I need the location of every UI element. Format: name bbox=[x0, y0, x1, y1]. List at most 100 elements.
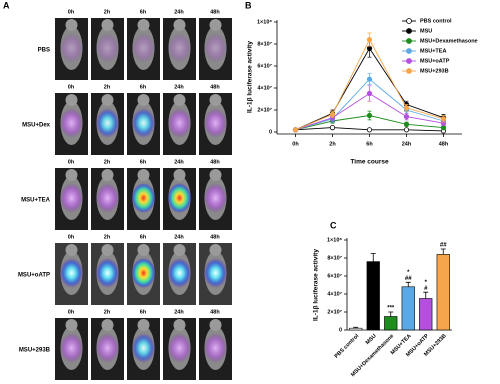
panel-label: B bbox=[245, 0, 252, 10]
significance: ## bbox=[440, 243, 447, 249]
time-label: 0h bbox=[68, 234, 75, 240]
mouse-head bbox=[209, 244, 222, 256]
point bbox=[403, 105, 410, 111]
x-axis-title: Time course bbox=[350, 159, 389, 166]
time-label: 6h bbox=[140, 9, 147, 15]
signal bbox=[131, 108, 156, 138]
time-label: 48h bbox=[210, 84, 220, 90]
signal bbox=[59, 258, 84, 288]
y-tick-label: 6×10⁷ bbox=[257, 63, 272, 69]
signal bbox=[203, 333, 228, 363]
y-tick-label: 6×10⁷ bbox=[327, 273, 342, 279]
time-label: 0h bbox=[68, 9, 75, 15]
y-tick-label: 8×10⁷ bbox=[327, 255, 342, 261]
point bbox=[366, 112, 373, 119]
y-axis-title: IL-1β luciferase activity bbox=[247, 41, 254, 113]
mouse-head bbox=[137, 94, 150, 106]
mouse-head bbox=[65, 19, 78, 31]
mouse-head bbox=[137, 244, 150, 256]
mouse-head bbox=[101, 94, 114, 106]
bar bbox=[419, 298, 433, 331]
legend-label: MSU+oATP bbox=[420, 58, 450, 64]
signal bbox=[95, 108, 120, 138]
time-label: 6h bbox=[140, 84, 147, 90]
time-label: 6h bbox=[140, 159, 147, 165]
signal bbox=[131, 333, 156, 363]
mouse-head bbox=[209, 319, 222, 331]
point bbox=[403, 114, 410, 120]
x-tick-label: 2h bbox=[329, 141, 336, 147]
significance: * bbox=[425, 280, 428, 286]
signal bbox=[167, 258, 192, 288]
signal bbox=[167, 183, 192, 213]
time-label: 24h bbox=[174, 84, 184, 90]
mouse-head bbox=[209, 169, 222, 181]
time-label: 2h bbox=[104, 9, 111, 15]
significance: *** bbox=[387, 306, 395, 312]
legend-marker bbox=[406, 28, 412, 34]
signal bbox=[59, 333, 84, 363]
point bbox=[292, 127, 299, 133]
error-bar bbox=[370, 253, 376, 262]
signal bbox=[203, 33, 228, 63]
time-label: 48h bbox=[210, 159, 220, 165]
time-label: 24h bbox=[174, 159, 184, 165]
mouse-head bbox=[101, 319, 114, 331]
row-label: MSU+TEA bbox=[21, 198, 51, 204]
point bbox=[366, 90, 373, 97]
legend-label: MSU+293B bbox=[420, 68, 449, 74]
legend-marker bbox=[406, 18, 412, 24]
time-label: 48h bbox=[210, 9, 220, 15]
row-label: PBS bbox=[38, 48, 50, 54]
legend-label: MSU+TEA bbox=[420, 48, 446, 54]
mouse-head bbox=[209, 19, 222, 31]
significance: * bbox=[407, 270, 410, 276]
x-tick-label: PBS control bbox=[334, 333, 361, 360]
panel-label: A bbox=[3, 0, 10, 10]
point bbox=[366, 127, 373, 133]
error-bar bbox=[423, 291, 429, 299]
y-tick-label: 4×10⁷ bbox=[327, 291, 342, 297]
error-bar bbox=[440, 248, 446, 255]
legend-marker bbox=[406, 58, 412, 64]
point bbox=[440, 125, 447, 131]
mouse-head bbox=[173, 94, 186, 106]
time-label: 48h bbox=[210, 234, 220, 240]
point bbox=[366, 76, 373, 82]
time-label: 2h bbox=[104, 159, 111, 165]
y-tick-label: 1×10⁸ bbox=[327, 237, 342, 243]
point bbox=[329, 111, 336, 118]
x-tick-label: 24h bbox=[402, 141, 412, 147]
signal bbox=[95, 333, 120, 363]
time-label: 6h bbox=[140, 234, 147, 240]
bar bbox=[349, 327, 363, 331]
signal bbox=[167, 333, 192, 363]
legend-marker bbox=[406, 48, 412, 54]
y-axis-title: IL-1β luciferase activity bbox=[313, 249, 320, 321]
bar bbox=[401, 286, 415, 331]
mouse-head bbox=[101, 169, 114, 181]
signal bbox=[203, 183, 228, 213]
x-tick-label: MSU bbox=[365, 333, 378, 346]
panel-label: C bbox=[330, 220, 337, 230]
y-tick-label: 4×10⁷ bbox=[257, 85, 272, 91]
mouse-head bbox=[65, 319, 78, 331]
signal bbox=[167, 33, 192, 63]
x-tick-label: 0h bbox=[292, 141, 299, 147]
point bbox=[403, 127, 410, 133]
time-label: 2h bbox=[104, 84, 111, 90]
row-label: MSU+293B bbox=[19, 348, 51, 354]
mouse-head bbox=[209, 94, 222, 106]
legend-label: MSU+Dexamethasone bbox=[420, 38, 478, 44]
bar bbox=[384, 316, 398, 331]
time-label: 2h bbox=[104, 234, 111, 240]
mouse-head bbox=[173, 244, 186, 256]
error-bar bbox=[388, 311, 394, 317]
significance: ## bbox=[405, 276, 412, 282]
signal bbox=[203, 258, 228, 288]
error-bar bbox=[405, 281, 411, 287]
mouse-head bbox=[137, 169, 150, 181]
y-tick-label: 1×10⁸ bbox=[257, 19, 272, 25]
y-tick-label: 2×10⁷ bbox=[327, 309, 342, 315]
point bbox=[329, 125, 336, 131]
